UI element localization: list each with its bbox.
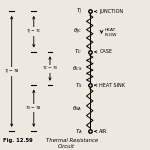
Text: CASE: CASE <box>99 49 112 54</box>
Text: $T_C$: $T_C$ <box>74 47 82 56</box>
Text: $\theta_{JC}$: $\theta_{JC}$ <box>73 27 82 37</box>
Text: $T_S$: $T_S$ <box>75 81 82 90</box>
Text: Thermal Resistance: Thermal Resistance <box>46 138 98 143</box>
Text: $T_A$: $T_A$ <box>75 127 82 136</box>
Text: Fig. 12.59: Fig. 12.59 <box>3 138 33 143</box>
Text: $\theta_{SA}$: $\theta_{SA}$ <box>72 104 82 113</box>
Text: JUNCTION: JUNCTION <box>99 9 123 14</box>
Text: Circuit: Circuit <box>57 144 74 149</box>
Text: $T_C - T_S$: $T_C - T_S$ <box>42 65 58 72</box>
Text: AIR: AIR <box>99 129 108 134</box>
Text: $T_S - T_A$: $T_S - T_A$ <box>26 104 42 112</box>
Text: $T_J$: $T_J$ <box>76 6 82 17</box>
Text: HEAT
FLOW: HEAT FLOW <box>104 28 117 37</box>
Text: $\theta_{CS}$: $\theta_{CS}$ <box>72 64 82 73</box>
Text: $T_J - T_A$: $T_J - T_A$ <box>4 67 20 76</box>
Text: $T_J - T_C$: $T_J - T_C$ <box>26 27 42 36</box>
Text: HEAT SINK: HEAT SINK <box>99 83 125 88</box>
